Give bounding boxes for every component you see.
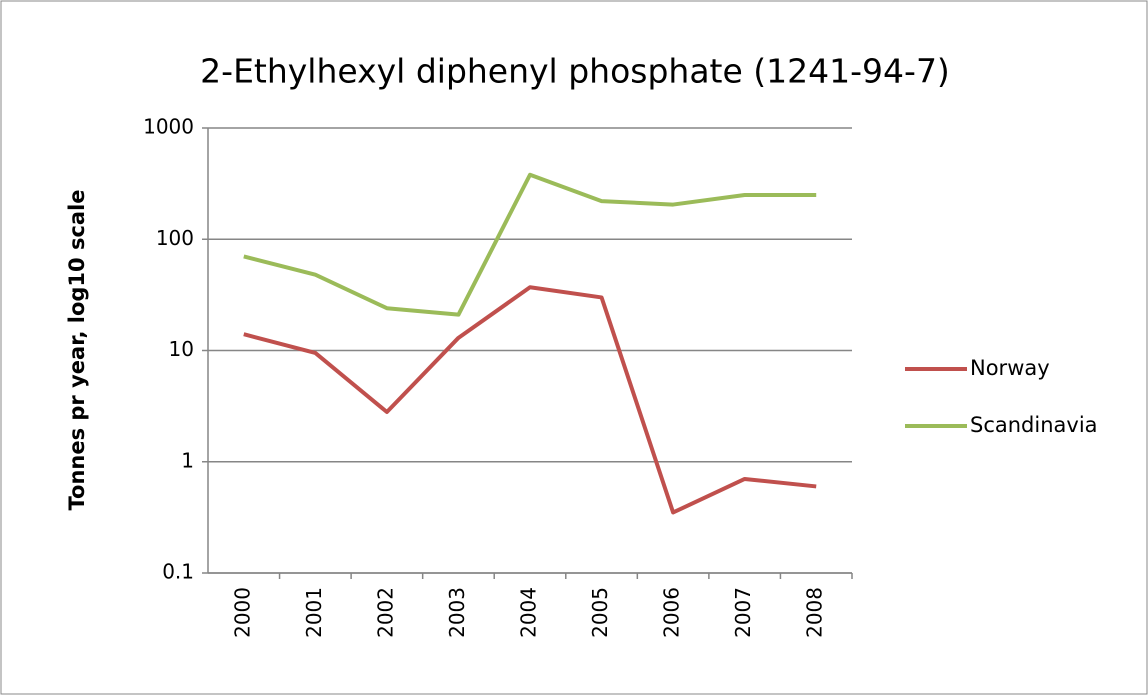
y-tick-label: 100 bbox=[156, 226, 194, 250]
y-tick-label: 1 bbox=[181, 448, 194, 472]
x-tick-label: 2008 bbox=[803, 587, 827, 638]
x-tick-label: 2002 bbox=[373, 587, 397, 638]
series-line bbox=[243, 285, 817, 515]
legend-label: Scandinavia bbox=[970, 413, 1098, 437]
y-tick-label: 10 bbox=[169, 337, 194, 361]
x-tick-label: 2001 bbox=[302, 587, 326, 638]
x-tick-label: 2003 bbox=[445, 587, 469, 638]
legend-label: Norway bbox=[970, 356, 1050, 380]
series-line bbox=[243, 172, 817, 317]
x-tick-label: 2006 bbox=[660, 587, 684, 638]
chart-title: 2-Ethylhexyl diphenyl phosphate (1241-94… bbox=[200, 52, 950, 91]
y-axis-label: Tonnes pr year, log10 scale bbox=[65, 189, 89, 510]
y-tick-label: 1000 bbox=[143, 115, 194, 139]
x-tick-label: 2004 bbox=[517, 587, 541, 638]
x-tick-label: 2000 bbox=[230, 587, 254, 638]
y-tick-label: 0.1 bbox=[162, 560, 194, 584]
x-tick-label: 2005 bbox=[588, 587, 612, 638]
x-tick-label: 2007 bbox=[731, 587, 755, 638]
